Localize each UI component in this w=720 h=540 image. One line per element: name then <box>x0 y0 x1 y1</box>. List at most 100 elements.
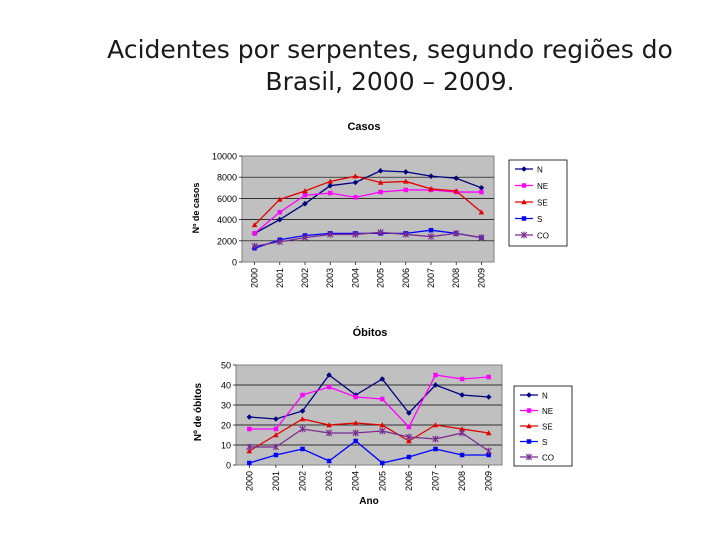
y-tick-label: 20 <box>221 421 231 431</box>
data-point-se <box>453 188 459 194</box>
x-tick-label: 2000 <box>250 268 260 288</box>
data-point-n <box>377 168 384 174</box>
data-point-s <box>247 460 252 466</box>
data-point-s <box>380 460 385 466</box>
data-point-ne <box>486 374 491 380</box>
slide-title-line-2: Brasil, 2000 – 2009. <box>265 67 515 96</box>
series-line-n <box>249 374 489 420</box>
data-point-ne <box>302 192 308 198</box>
y-tick-label: 40 <box>221 381 231 391</box>
legend-marker <box>526 392 532 398</box>
data-point-ne <box>406 424 412 430</box>
series-line-co <box>249 428 490 452</box>
data-point-ne <box>273 426 279 432</box>
data-point-s <box>353 438 358 444</box>
data-point-se <box>478 209 485 215</box>
chart-title: Casos <box>347 121 380 133</box>
series-line-se <box>248 418 489 452</box>
data-point-se <box>352 420 359 426</box>
data-point-n <box>299 408 306 414</box>
data-point-se <box>459 426 465 432</box>
legend-marker <box>525 453 533 461</box>
data-point-s <box>326 458 332 464</box>
data-point-co <box>301 234 309 241</box>
data-point-se <box>432 422 439 428</box>
series-line-n <box>254 170 482 234</box>
x-tick-label: 2002 <box>298 471 308 491</box>
data-point-s <box>428 227 434 233</box>
series-line-co <box>254 231 482 247</box>
data-point-ne <box>353 195 358 200</box>
data-point-se <box>273 432 279 438</box>
data-point-ne <box>326 384 332 390</box>
legend-label-s: S <box>542 438 547 447</box>
legend-marker <box>526 423 532 429</box>
data-point-ne <box>300 392 305 398</box>
data-point-se <box>379 422 386 428</box>
legend-label-n: N <box>542 392 548 401</box>
x-tick-label: 2002 <box>300 268 310 288</box>
legend-marker <box>521 216 527 221</box>
data-point-se <box>428 186 434 192</box>
x-tick-label: 2000 <box>244 471 254 491</box>
y-axis-label: Nº de casos <box>191 183 201 234</box>
data-point-co <box>352 231 359 238</box>
x-tick-label: 2009 <box>484 471 494 491</box>
x-axis-label: Ano <box>359 496 378 507</box>
x-tick-label: 2007 <box>426 268 436 288</box>
data-point-ne <box>277 209 283 215</box>
data-point-se <box>352 173 359 179</box>
chart-title: Óbitos <box>353 326 388 339</box>
data-point-n <box>459 392 465 398</box>
data-point-co <box>327 231 334 238</box>
x-tick-label: 2004 <box>350 268 360 288</box>
data-point-co <box>379 427 386 435</box>
data-point-n <box>478 185 485 191</box>
data-point-se <box>406 438 412 444</box>
data-point-n <box>453 175 459 182</box>
data-point-n <box>432 382 439 388</box>
y-tick-label: 0 <box>226 461 231 471</box>
legend-label-se: SE <box>537 199 548 208</box>
data-point-n <box>406 410 412 416</box>
data-point-ne <box>403 187 409 193</box>
y-tick-label: 0 <box>232 258 237 268</box>
data-point-s <box>486 452 491 458</box>
data-point-se <box>277 196 283 202</box>
x-tick-label: 2009 <box>476 268 486 288</box>
legend-marker <box>520 231 528 239</box>
data-point-se <box>327 178 333 184</box>
legend-label-se: SE <box>542 423 553 432</box>
legend-label-co: CO <box>542 454 554 463</box>
legend-box <box>508 159 568 247</box>
y-tick-label: 10 <box>221 441 231 451</box>
legend-label-ne: NE <box>537 182 548 191</box>
series-line-ne <box>254 189 482 234</box>
data-point-ne <box>247 426 252 432</box>
legend-marker <box>521 166 527 172</box>
series-line-se <box>254 175 482 226</box>
data-point-n <box>273 416 279 422</box>
legend-label-s: S <box>537 215 542 224</box>
data-point-n <box>326 372 332 378</box>
data-point-co <box>352 429 359 437</box>
data-point-s <box>300 446 305 452</box>
data-point-s <box>459 452 465 458</box>
x-tick-label: 2001 <box>271 471 281 491</box>
data-point-co <box>246 443 253 451</box>
data-point-co <box>427 233 435 240</box>
data-point-co <box>402 231 409 238</box>
x-tick-label: 2006 <box>401 268 411 288</box>
data-point-n <box>403 169 409 175</box>
legend-marker <box>521 183 527 188</box>
x-tick-label: 2001 <box>275 268 285 288</box>
data-point-ne <box>378 189 383 195</box>
data-point-n <box>352 179 359 186</box>
data-point-ne <box>353 394 358 400</box>
data-point-ne <box>479 189 484 195</box>
data-point-n <box>277 216 283 223</box>
legend-marker <box>521 199 527 205</box>
data-point-ne <box>327 190 333 196</box>
y-tick-label: 8000 <box>217 173 237 183</box>
